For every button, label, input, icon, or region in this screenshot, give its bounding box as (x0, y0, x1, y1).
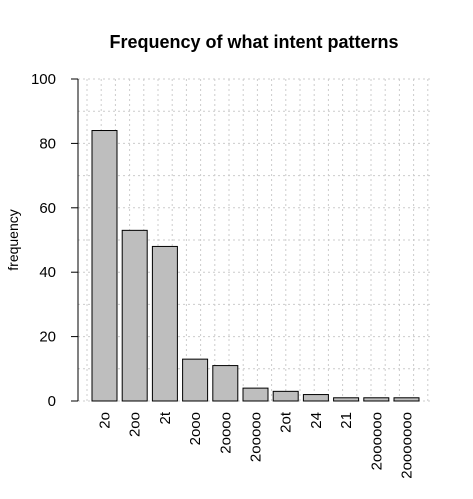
chart-title: Frequency of what intent patterns (109, 32, 398, 52)
x-tick-label: 2ooo (187, 412, 204, 445)
y-tick-label: 40 (39, 264, 56, 281)
bar (182, 358, 209, 402)
bar (272, 390, 299, 402)
bar (121, 229, 148, 402)
bar (91, 130, 118, 402)
y-axis-label: frequency (5, 209, 21, 270)
x-tick-label: 2t (157, 411, 174, 424)
x-tick-label: 2oooooo (368, 412, 385, 470)
x-tick-label: 24 (308, 412, 325, 429)
bar (363, 397, 390, 402)
x-axis-labels: 2o 2oo 2t 2ooo 2oooo 2ooooo 2ot 24 21 2oooooo 2ooo… (97, 411, 416, 479)
bar (333, 397, 360, 402)
y-axis: 0 20 40 60 80 100 (31, 71, 79, 410)
bar (393, 397, 420, 402)
bars (91, 130, 420, 402)
x-tick-label: 2oo (127, 412, 144, 437)
y-tick-label: 80 (39, 135, 56, 152)
bar (151, 245, 178, 402)
y-tick-label: 60 (39, 200, 56, 217)
x-tick-label: 2o (97, 412, 114, 429)
x-tick-label: 2ot (278, 411, 295, 433)
y-tick-label: 20 (39, 329, 56, 346)
y-tick-label: 0 (48, 393, 56, 410)
x-tick-label: 2ooooo (248, 412, 265, 462)
bar (212, 365, 239, 402)
x-tick-label: 2ooooooo (399, 412, 416, 479)
grid-lines (78, 78, 432, 402)
bar (302, 394, 329, 402)
x-tick-label: 2oooo (217, 412, 234, 454)
y-tick-label: 100 (31, 71, 56, 88)
bar (242, 387, 269, 402)
x-tick-label: 21 (338, 412, 355, 429)
